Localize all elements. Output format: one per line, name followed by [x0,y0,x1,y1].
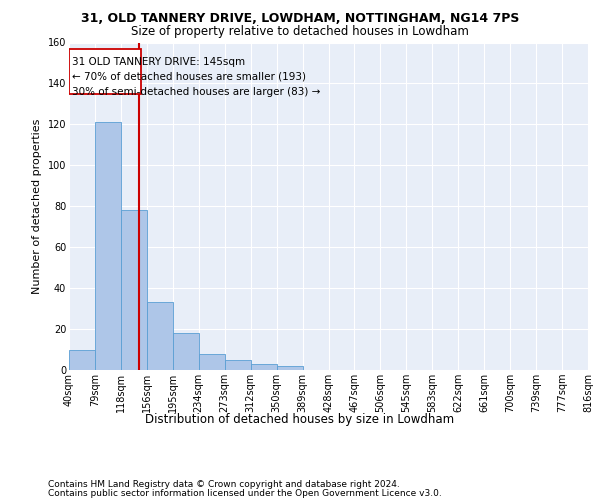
Bar [199,354,224,370]
Text: Contains public sector information licensed under the Open Government Licence v3: Contains public sector information licen… [48,488,442,498]
Text: 30% of semi-detached houses are larger (83) →: 30% of semi-detached houses are larger (… [72,87,320,97]
Text: Size of property relative to detached houses in Lowdham: Size of property relative to detached ho… [131,25,469,38]
Text: 31 OLD TANNERY DRIVE: 145sqm: 31 OLD TANNERY DRIVE: 145sqm [72,57,245,67]
Bar [277,366,302,370]
Bar [121,210,147,370]
Text: 31, OLD TANNERY DRIVE, LOWDHAM, NOTTINGHAM, NG14 7PS: 31, OLD TANNERY DRIVE, LOWDHAM, NOTTINGH… [81,12,519,26]
Bar [147,302,173,370]
Text: Contains HM Land Registry data © Crown copyright and database right 2024.: Contains HM Land Registry data © Crown c… [48,480,400,489]
Y-axis label: Number of detached properties: Number of detached properties [32,118,42,294]
FancyBboxPatch shape [69,48,142,94]
Bar [95,122,121,370]
Text: ← 70% of detached houses are smaller (193): ← 70% of detached houses are smaller (19… [72,72,306,82]
Text: Distribution of detached houses by size in Lowdham: Distribution of detached houses by size … [145,412,455,426]
Bar [69,350,95,370]
Bar [251,364,277,370]
Bar [225,360,251,370]
Bar [173,333,199,370]
